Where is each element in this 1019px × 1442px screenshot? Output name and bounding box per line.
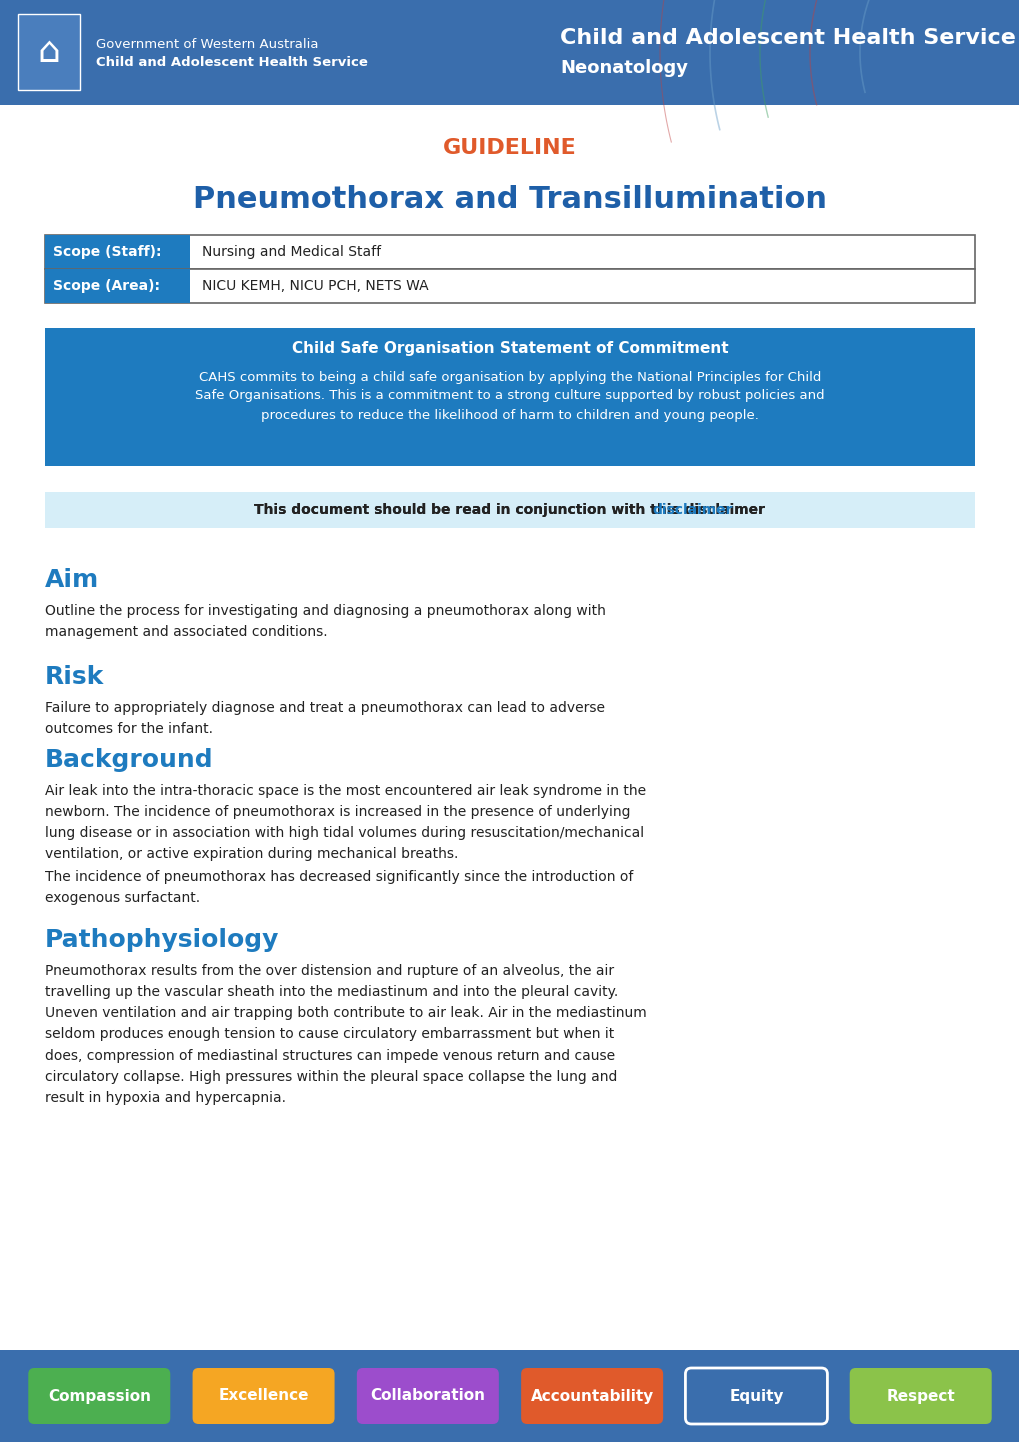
FancyBboxPatch shape bbox=[357, 1368, 498, 1425]
Text: Pneumothorax and Transillumination: Pneumothorax and Transillumination bbox=[193, 186, 826, 215]
FancyBboxPatch shape bbox=[0, 0, 1019, 105]
FancyBboxPatch shape bbox=[685, 1368, 826, 1425]
Text: Child Safe Organisation Statement of Commitment: Child Safe Organisation Statement of Com… bbox=[291, 340, 728, 356]
Text: The incidence of pneumothorax has decreased significantly since the introduction: The incidence of pneumothorax has decrea… bbox=[45, 870, 633, 906]
Text: Government of Western Australia: Government of Western Australia bbox=[96, 39, 318, 52]
FancyBboxPatch shape bbox=[45, 327, 974, 466]
Text: Respect: Respect bbox=[886, 1389, 954, 1403]
Text: Compassion: Compassion bbox=[48, 1389, 151, 1403]
Text: Scope (Staff):: Scope (Staff): bbox=[53, 245, 161, 260]
Text: ⌂: ⌂ bbox=[38, 35, 60, 69]
Text: Risk: Risk bbox=[45, 665, 104, 689]
FancyBboxPatch shape bbox=[18, 14, 79, 89]
Text: Failure to appropriately diagnose and treat a pneumothorax can lead to adverse
o: Failure to appropriately diagnose and tr… bbox=[45, 701, 604, 737]
Text: Air leak into the intra-thoracic space is the most encountered air leak syndrome: Air leak into the intra-thoracic space i… bbox=[45, 784, 645, 861]
FancyBboxPatch shape bbox=[521, 1368, 662, 1425]
Text: disclaimer: disclaimer bbox=[652, 503, 733, 518]
FancyBboxPatch shape bbox=[45, 492, 974, 528]
FancyBboxPatch shape bbox=[193, 1368, 334, 1425]
FancyBboxPatch shape bbox=[45, 235, 190, 270]
Text: Outline the process for investigating and diagnosing a pneumothorax along with
m: Outline the process for investigating an… bbox=[45, 604, 605, 639]
FancyBboxPatch shape bbox=[45, 235, 974, 270]
FancyBboxPatch shape bbox=[45, 270, 974, 303]
Text: Aim: Aim bbox=[45, 568, 99, 593]
FancyBboxPatch shape bbox=[849, 1368, 990, 1425]
Text: This document should be read in conjunction with this disclaimer: This document should be read in conjunct… bbox=[255, 503, 764, 518]
Text: GUIDELINE: GUIDELINE bbox=[442, 138, 577, 159]
Text: Background: Background bbox=[45, 748, 213, 771]
Text: Nursing and Medical Staff: Nursing and Medical Staff bbox=[202, 245, 381, 260]
Text: Excellence: Excellence bbox=[218, 1389, 309, 1403]
FancyBboxPatch shape bbox=[45, 270, 190, 303]
Text: Neonatology: Neonatology bbox=[559, 59, 688, 76]
Text: Scope (Area):: Scope (Area): bbox=[53, 278, 160, 293]
Text: Child and Adolescent Health Service: Child and Adolescent Health Service bbox=[96, 56, 368, 69]
Text: Child and Adolescent Health Service: Child and Adolescent Health Service bbox=[559, 27, 1015, 48]
Text: Equity: Equity bbox=[729, 1389, 783, 1403]
FancyBboxPatch shape bbox=[0, 1350, 1019, 1442]
Text: Accountability: Accountability bbox=[530, 1389, 653, 1403]
Text: CAHS commits to being a child safe organisation by applying the National Princip: CAHS commits to being a child safe organ… bbox=[195, 371, 824, 421]
Text: Pathophysiology: Pathophysiology bbox=[45, 929, 279, 952]
Text: Collaboration: Collaboration bbox=[370, 1389, 485, 1403]
FancyBboxPatch shape bbox=[29, 1368, 170, 1425]
Text: Pneumothorax results from the over distension and rupture of an alveolus, the ai: Pneumothorax results from the over diste… bbox=[45, 965, 646, 1105]
Text: NICU KEMH, NICU PCH, NETS WA: NICU KEMH, NICU PCH, NETS WA bbox=[202, 278, 428, 293]
Text: This document should be read in conjunction with this disclaimer: This document should be read in conjunct… bbox=[255, 503, 764, 518]
